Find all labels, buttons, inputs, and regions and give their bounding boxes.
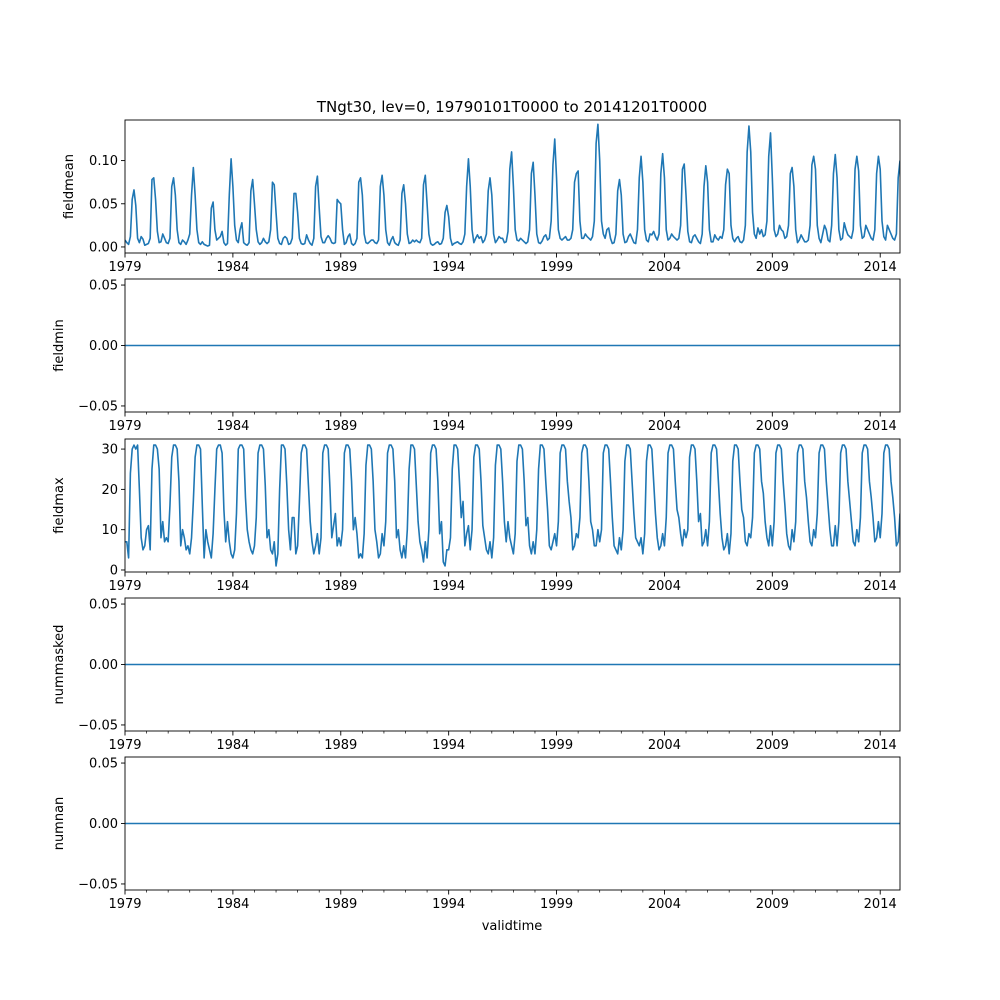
chart-title: TNgt30, lev=0, 19790101T0000 to 20141201… xyxy=(316,98,707,116)
x-tick-label: 1994 xyxy=(432,579,465,594)
x-tick-label: 2014 xyxy=(864,897,897,912)
x-tick-label: 1999 xyxy=(540,738,573,753)
y-tick-label: 0.05 xyxy=(89,757,118,772)
x-tick-label: 1994 xyxy=(432,738,465,753)
x-tick-label: 2009 xyxy=(756,579,789,594)
x-tick-label: 1979 xyxy=(108,419,141,434)
x-tick-label: 1999 xyxy=(540,260,573,275)
x-tick-label: 2004 xyxy=(648,897,681,912)
x-tick-label: 1984 xyxy=(216,738,249,753)
y-tick-label: 0.10 xyxy=(89,154,118,169)
x-tick-label: 2009 xyxy=(756,260,789,275)
y-axis-label: numnan xyxy=(52,797,67,851)
x-tick-label: 2014 xyxy=(864,260,897,275)
x-tick-label: 1989 xyxy=(324,260,357,275)
subplot-fieldmin: −0.05 0.00 0.05 fieldmin 1979 1984 1989 1994 199… xyxy=(52,279,901,434)
y-axis-label: fieldmean xyxy=(62,154,77,219)
x-tick-label: 1979 xyxy=(108,260,141,275)
y-tick-label: 10 xyxy=(101,523,118,538)
x-tick-label: 2004 xyxy=(648,419,681,434)
x-tick-label: 1999 xyxy=(540,579,573,594)
y-tick-label: 0.05 xyxy=(89,197,118,212)
subplots: 0.00 0.05 0.10 fieldmean 1979 1984 1989 1994 199… xyxy=(52,119,901,912)
y-tick-label: 0.05 xyxy=(89,598,118,613)
x-tick-label: 2009 xyxy=(756,738,789,753)
y-axis-label: nummasked xyxy=(52,625,67,705)
x-tick-label: 2014 xyxy=(864,738,897,753)
y-tick-label: 0.00 xyxy=(89,240,118,255)
y-tick-label: 20 xyxy=(101,483,118,498)
subplot-numnan: −0.05 0.00 0.05 numnan 1979 1984 1989 1994 1999 2… xyxy=(52,757,901,912)
axes-frame xyxy=(124,438,901,573)
subplot-fieldmax: 0 10 20 30 fieldmax 1979 1984 1989 1994 1999 2004 2… xyxy=(52,438,901,594)
series-line-fieldmax xyxy=(125,444,900,567)
x-tick-label: 1994 xyxy=(432,260,465,275)
y-tick-label: 0.00 xyxy=(89,817,118,832)
y-tick-label: 30 xyxy=(101,443,118,458)
x-tick-label: 1979 xyxy=(108,579,141,594)
x-tick-label: 1979 xyxy=(108,738,141,753)
x-tick-label: 2004 xyxy=(648,579,681,594)
x-tick-label: 1989 xyxy=(324,738,357,753)
subplot-nummasked: −0.05 0.00 0.05 nummasked 1979 1984 1989 1994 19… xyxy=(52,598,901,753)
x-tick-label: 1989 xyxy=(324,897,357,912)
x-tick-label: 1994 xyxy=(432,897,465,912)
x-tick-label: 2009 xyxy=(756,419,789,434)
y-tick-label: −0.05 xyxy=(78,877,118,892)
x-tick-label: 2004 xyxy=(648,738,681,753)
x-tick-label: 1999 xyxy=(540,419,573,434)
x-axis-label: validtime xyxy=(482,919,543,934)
x-tick-label: 2009 xyxy=(756,897,789,912)
y-axis-label: fieldmin xyxy=(52,319,67,372)
x-tick-label: 1984 xyxy=(216,419,249,434)
x-tick-label: 2014 xyxy=(864,579,897,594)
x-tick-label: 1984 xyxy=(216,579,249,594)
x-tick-label: 2014 xyxy=(864,419,897,434)
x-tick-label: 2004 xyxy=(648,260,681,275)
y-tick-label: 0 xyxy=(110,563,118,578)
x-tick-label: 1989 xyxy=(324,579,357,594)
series-line-fieldmean xyxy=(125,123,900,247)
x-tick-label: 1984 xyxy=(216,897,249,912)
y-tick-label: 0.00 xyxy=(89,658,118,673)
x-tick-label: 1994 xyxy=(432,419,465,434)
x-tick-label: 1989 xyxy=(324,419,357,434)
axes-frame xyxy=(124,119,901,254)
x-tick-label: 1984 xyxy=(216,260,249,275)
y-tick-label: 0.05 xyxy=(89,279,118,294)
y-axis-label: fieldmax xyxy=(52,477,67,534)
y-tick-label: −0.05 xyxy=(78,399,118,414)
x-tick-label: 1979 xyxy=(108,897,141,912)
subplot-fieldmean: 0.00 0.05 0.10 fieldmean 1979 1984 1989 1994 199… xyxy=(62,119,901,275)
x-tick-label: 1999 xyxy=(540,897,573,912)
y-tick-label: 0.00 xyxy=(89,339,118,354)
y-tick-label: −0.05 xyxy=(78,718,118,733)
